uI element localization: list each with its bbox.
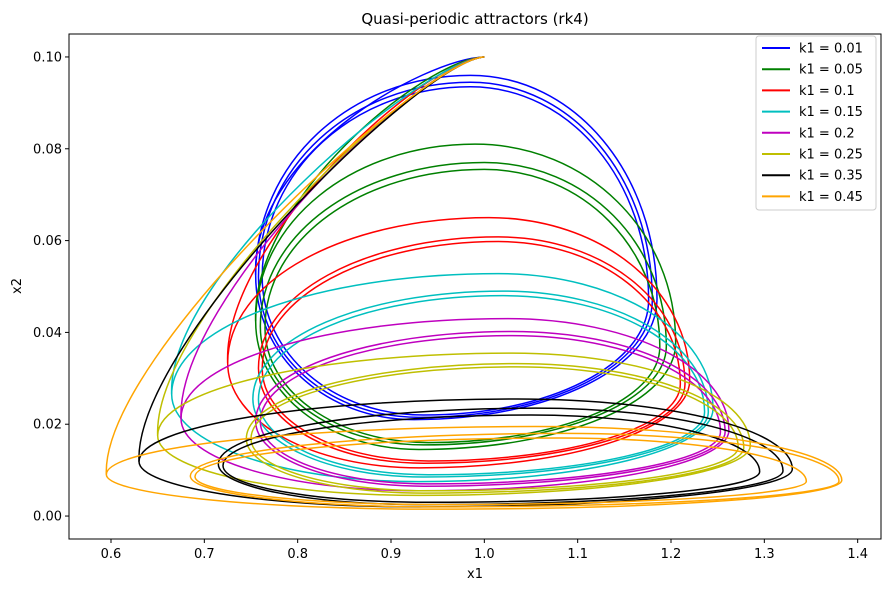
legend-label-6: k1 = 0.25: [799, 148, 863, 163]
series-1-loop-2: [257, 81, 654, 419]
legend-label-1: k1 = 0.01: [799, 42, 863, 57]
series-8-line: [105, 56, 843, 510]
x-tick-label: 1.1: [567, 547, 588, 562]
series-8-transient: [105, 56, 485, 475]
plot-frame: [68, 33, 882, 540]
series-4-transient: [170, 56, 485, 395]
y-tick-label: 0.10: [33, 50, 62, 65]
legend-label-4: k1 = 0.15: [799, 105, 863, 120]
y-tick-label: 0.06: [33, 234, 62, 249]
series-6-loop-3: [250, 366, 739, 492]
series-layer: [105, 56, 843, 510]
y-tick-label: 0.04: [33, 326, 62, 341]
y-axis-title: x2: [10, 278, 25, 294]
x-tick-label: 0.7: [194, 547, 215, 562]
y-tick-label: 0.00: [33, 510, 62, 525]
x-tick-label: 1.3: [754, 547, 775, 562]
series-4-loop-2: [252, 290, 710, 478]
series-3-loop-1: [226, 216, 691, 469]
series-3-line: [226, 56, 691, 469]
series-2-loop-1: [254, 143, 677, 451]
legend-label-3: k1 = 0.1: [799, 84, 855, 99]
series-6-loop-2: [245, 362, 745, 494]
series-2-line: [254, 56, 677, 451]
legend-label-2: k1 = 0.05: [799, 63, 863, 78]
y-tick-label: 0.02: [33, 418, 62, 433]
series-8-loop-1: [105, 425, 843, 510]
series-5-loop-2: [254, 330, 726, 487]
series-3-loop-3: [261, 240, 682, 462]
x-tick-label: 0.8: [287, 547, 308, 562]
x-tick-label: 0.6: [101, 547, 122, 562]
series-1-transient: [254, 56, 485, 276]
series-2-loop-3: [264, 168, 661, 444]
x-axis: 0.6 0.7 0.8 0.9 1.0 1.1 1.2 1.3 1.4: [101, 539, 868, 562]
x-tick-label: 0.9: [381, 547, 402, 562]
series-3-loop-2: [257, 236, 686, 465]
series-2-transient: [254, 56, 485, 322]
x-axis-title: x1: [467, 567, 483, 582]
x-tick-label: 1.4: [847, 547, 868, 562]
series-4-line: [170, 56, 714, 483]
series-8-loop-3: [194, 437, 808, 506]
x-tick-label: 1.2: [661, 547, 682, 562]
y-tick-label: 0.08: [33, 142, 62, 157]
series-1-line: [254, 56, 658, 421]
series-4-loop-3: [257, 294, 706, 476]
legend-label-8: k1 = 0.45: [799, 190, 863, 205]
series-1-loop-1: [254, 74, 658, 421]
legend-label-7: k1 = 0.35: [799, 169, 863, 184]
series-4-loop-1: [170, 272, 714, 483]
legend: k1 = 0.01 k1 = 0.05 k1 = 0.1 k1 = 0.15 k1 = …: [755, 35, 877, 211]
series-2-loop-2: [259, 161, 668, 446]
series-1-loop-3: [261, 86, 650, 416]
legend-box: [755, 35, 877, 211]
series-7-loop-3: [222, 414, 761, 504]
legend-label-5: k1 = 0.2: [799, 126, 855, 141]
x-tick-label: 1.0: [474, 547, 495, 562]
series-6-loop-1: [156, 352, 752, 497]
series-8-loop-2: [189, 432, 840, 508]
y-axis: 0.00 0.02 0.04 0.06 0.08 0.10: [33, 50, 69, 525]
chart-title: Quasi-periodic attractors (rk4): [361, 10, 588, 28]
